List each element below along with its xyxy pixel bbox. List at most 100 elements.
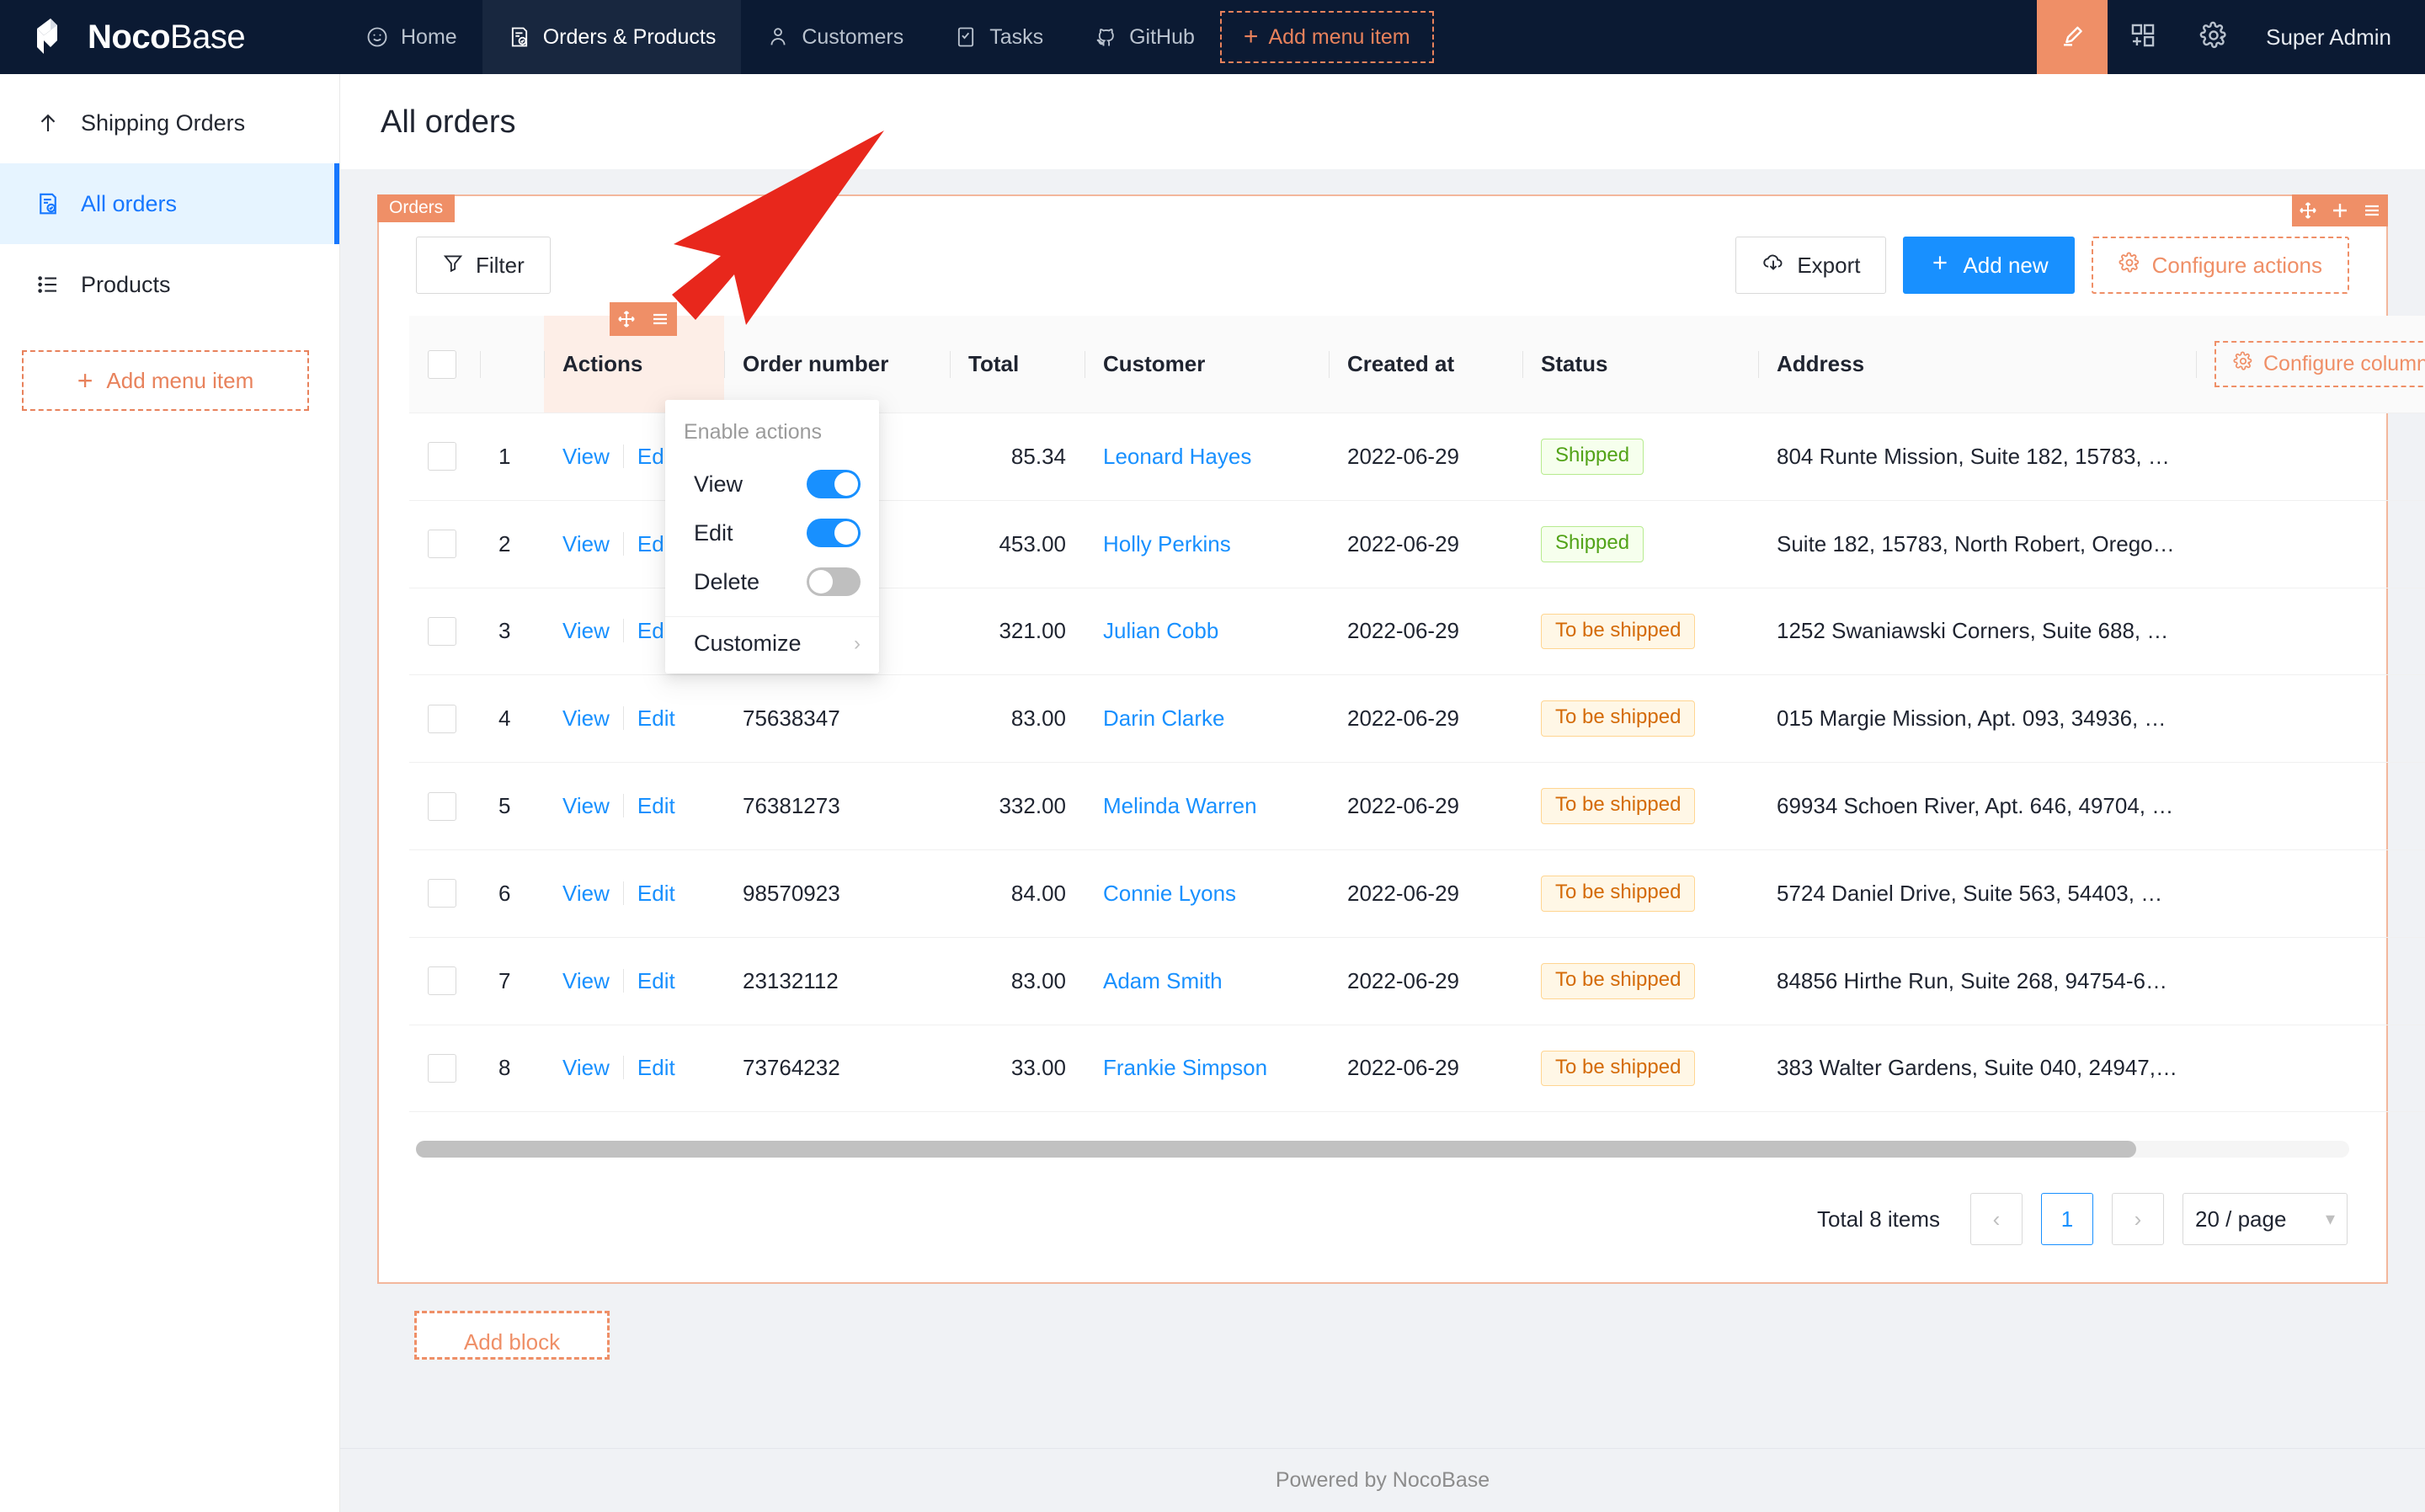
enable-action-view-row[interactable]: View — [665, 460, 879, 508]
view-link[interactable]: View — [562, 618, 610, 644]
page-size-label: 20 / page — [2195, 1206, 2287, 1232]
row-checkbox-cell — [409, 588, 480, 676]
document-check-icon — [508, 25, 531, 49]
row-address: 804 Runte Mission, Suite 182, 15783, Nor… — [1758, 413, 2196, 501]
export-button[interactable]: Export — [1735, 237, 1887, 294]
customer-link[interactable]: Melinda Warren — [1103, 793, 1257, 819]
row-checkbox[interactable] — [428, 442, 456, 471]
nav-item-tasks[interactable]: Tasks — [929, 0, 1069, 74]
export-label: Export — [1797, 252, 1861, 278]
row-checkbox[interactable] — [428, 879, 456, 908]
pagination-next-button[interactable]: › — [2112, 1193, 2164, 1246]
configure-actions-button[interactable]: Configure actions — [2091, 237, 2349, 294]
enable-action-delete-row[interactable]: Delete — [665, 557, 879, 606]
row-index: 8 — [480, 1025, 544, 1113]
customer-link[interactable]: Darin Clarke — [1103, 705, 1225, 732]
header-index — [480, 316, 544, 413]
customer-link[interactable]: Connie Lyons — [1103, 880, 1237, 906]
page-content: Orders — [340, 169, 2425, 1448]
toggle-knob — [834, 472, 858, 496]
menu-icon[interactable] — [643, 302, 677, 336]
add-block-button[interactable]: Add block — [414, 1311, 610, 1360]
row-checkbox[interactable] — [428, 966, 456, 996]
customer-link[interactable]: Holly Perkins — [1103, 530, 1231, 556]
row-checkbox[interactable] — [428, 616, 456, 646]
nav-item-customers[interactable]: Customers — [741, 0, 929, 74]
customer-link[interactable]: Adam Smith — [1103, 967, 1223, 993]
filter-button[interactable]: Filter — [416, 237, 551, 294]
row-address: 84856 Hirthe Run, Suite 268, 94754-6705,… — [1758, 937, 2196, 1025]
page-size-select[interactable]: 20 / page ▾ — [2182, 1193, 2348, 1246]
enable-action-edit-row[interactable]: Edit — [665, 508, 879, 557]
view-link[interactable]: View — [562, 443, 610, 469]
customize-submenu-item[interactable]: Customize › — [665, 620, 879, 667]
table-row[interactable]: 4 View Edit 75638347 83.00 Darin Clarke 2… — [409, 674, 2425, 764]
table-row[interactable]: 5 View Edit 76381273 332.00 Melinda Warre… — [409, 762, 2425, 850]
sidebar-item-shipping-orders[interactable]: Shipping Orders — [0, 83, 339, 163]
configure-columns-button[interactable]: Configure columns — [2214, 341, 2425, 387]
row-customer: Melinda Warren — [1085, 762, 1329, 850]
body: Shipping Orders All orders Products — [0, 74, 2425, 1512]
action-separator — [622, 794, 624, 818]
table-row[interactable]: 7 View Edit 23132112 83.00 Adam Smith 202… — [409, 937, 2425, 1025]
brand-logo[interactable]: NocoBase — [0, 0, 340, 74]
view-toggle[interactable] — [807, 470, 861, 498]
row-index: 5 — [480, 762, 544, 850]
view-link[interactable]: View — [562, 793, 610, 819]
row-checkbox[interactable] — [428, 1053, 456, 1083]
customer-link[interactable]: Leonard Hayes — [1103, 443, 1252, 469]
table-horizontal-scrollbar[interactable] — [416, 1141, 2349, 1158]
edit-toggle[interactable] — [807, 519, 861, 547]
settings-button[interactable] — [2178, 0, 2249, 74]
nav-item-github[interactable]: GitHub — [1069, 0, 1220, 74]
edit-link[interactable]: Edit — [637, 1055, 675, 1081]
configure-columns-label: Configure columns — [2263, 352, 2425, 375]
status-badge: To be shipped — [1541, 962, 1696, 999]
sidebar-item-shipping-orders-label: Shipping Orders — [81, 109, 246, 136]
add-new-button[interactable]: Add new — [1903, 237, 2075, 294]
sidebar-item-all-orders-label: All orders — [81, 190, 178, 216]
current-user-menu[interactable]: Super Admin — [2249, 0, 2425, 74]
view-link[interactable]: View — [562, 1055, 610, 1081]
pagination-page-1[interactable]: 1 — [2041, 1193, 2093, 1246]
nav-item-orders-products[interactable]: Orders & Products — [482, 0, 742, 74]
drag-handle-icon[interactable] — [2292, 194, 2324, 226]
table-row[interactable]: 6 View Edit 98570923 84.00 Connie Lyons 2… — [409, 849, 2425, 938]
view-link[interactable]: View — [562, 967, 610, 993]
delete-toggle[interactable] — [807, 567, 861, 596]
plugin-manager-button[interactable] — [2108, 0, 2178, 74]
row-checkbox-cell — [409, 500, 480, 588]
customer-link[interactable]: Julian Cobb — [1103, 618, 1219, 644]
nav-item-home[interactable]: Home — [340, 0, 482, 74]
row-checkbox[interactable] — [428, 791, 456, 821]
view-link[interactable]: View — [562, 705, 610, 732]
orders-table-block: Orders — [377, 194, 2425, 1285]
plus-icon: + — [77, 365, 93, 396]
action-separator — [622, 1056, 624, 1080]
sidebar-item-all-orders[interactable]: All orders — [0, 163, 339, 244]
ui-editor-toggle-button[interactable] — [2037, 0, 2108, 74]
sidebar-item-products[interactable]: Products — [0, 244, 339, 325]
row-total: 332.00 — [950, 762, 1085, 850]
view-link[interactable]: View — [562, 880, 610, 906]
view-link[interactable]: View — [562, 530, 610, 556]
row-checkbox[interactable] — [428, 530, 456, 559]
sidebar-add-menu-item-button[interactable]: + Add menu item — [22, 350, 309, 411]
edit-link[interactable]: Edit — [637, 880, 675, 906]
drag-handle-icon[interactable] — [610, 302, 643, 336]
menu-icon[interactable] — [2356, 194, 2388, 226]
edit-link[interactable]: Edit — [637, 705, 675, 732]
plus-icon[interactable] — [2324, 194, 2356, 226]
status-badge: To be shipped — [1541, 788, 1696, 824]
edit-link[interactable]: Edit — [637, 793, 675, 819]
select-all-checkbox[interactable] — [428, 349, 456, 379]
pagination-prev-button[interactable]: ‹ — [1970, 1193, 2023, 1246]
customer-link[interactable]: Frankie Simpson — [1103, 1055, 1268, 1081]
nav-add-menu-item-button[interactable]: + Add menu item — [1219, 11, 1434, 63]
edit-link[interactable]: Edit — [637, 967, 675, 993]
row-checkbox[interactable] — [428, 704, 456, 733]
table-row[interactable]: 8 View Edit 73764232 33.00 Frankie Simpso… — [409, 1025, 2425, 1113]
scrollbar-thumb[interactable] — [416, 1141, 2137, 1158]
